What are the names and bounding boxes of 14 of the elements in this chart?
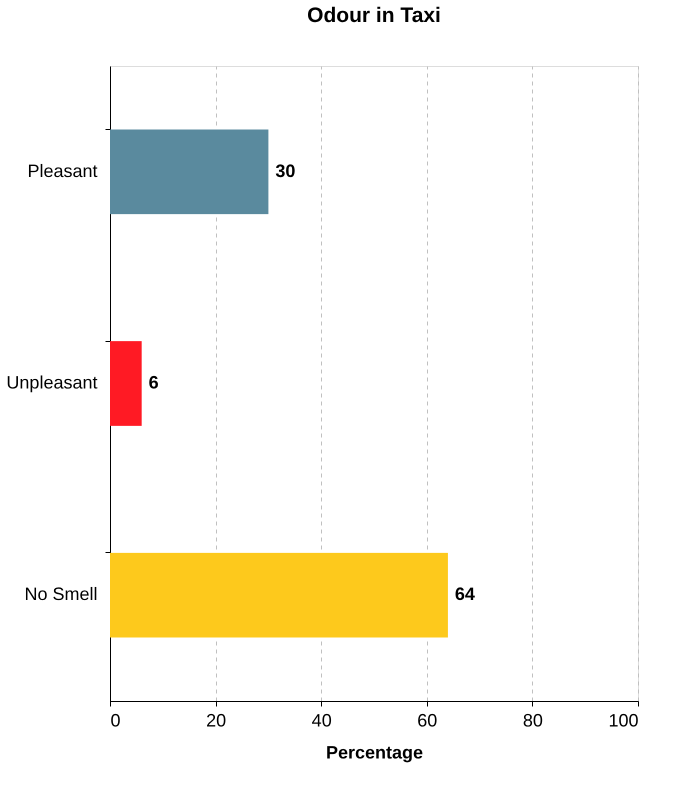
data-label: 6	[148, 372, 159, 392]
x-tick-label: 80	[522, 710, 543, 730]
y-tick-label: Unpleasant	[6, 372, 98, 392]
x-axis-title: Percentage	[326, 742, 424, 762]
data-label: 64	[454, 584, 475, 604]
data-label: 30	[275, 160, 296, 181]
chart-title: Odour in Taxi	[307, 4, 441, 27]
x-tick-label: 100	[608, 710, 638, 730]
x-tick-label: 60	[417, 710, 438, 730]
y-tick-label: Pleasant	[27, 160, 98, 181]
x-tick-label: 20	[206, 710, 226, 730]
x-tick-label: 0	[110, 710, 121, 730]
y-tick-label: No Smell	[24, 584, 98, 604]
x-tick-label: 40	[312, 710, 332, 730]
